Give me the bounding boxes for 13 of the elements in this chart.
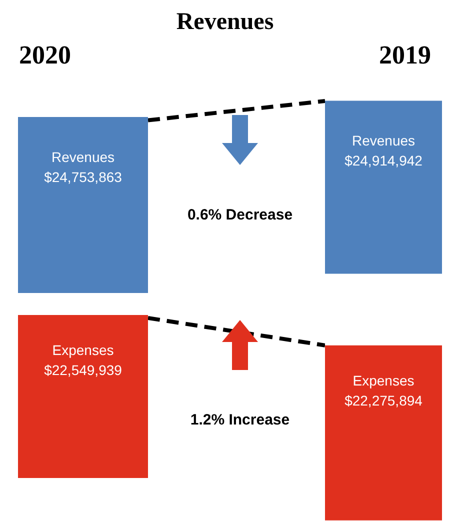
text: 1.2% Increase bbox=[190, 412, 290, 428]
text: Revenues bbox=[176, 9, 274, 35]
text: 0.6% Decrease bbox=[187, 206, 293, 224]
data-label: $22,549,939 bbox=[44, 362, 122, 378]
category-label: 2020 bbox=[19, 40, 71, 70]
text: Revenues bbox=[51, 149, 115, 165]
series-label: Expenses bbox=[52, 342, 114, 358]
data-label: $24,753,863 bbox=[44, 169, 122, 185]
text: Expenses bbox=[352, 372, 414, 388]
series-label: Revenues bbox=[352, 132, 416, 149]
data-label: $24,914,942 bbox=[344, 152, 423, 169]
data-label: $22,275,894 bbox=[344, 392, 423, 408]
category-label: 2019 bbox=[379, 40, 431, 70]
